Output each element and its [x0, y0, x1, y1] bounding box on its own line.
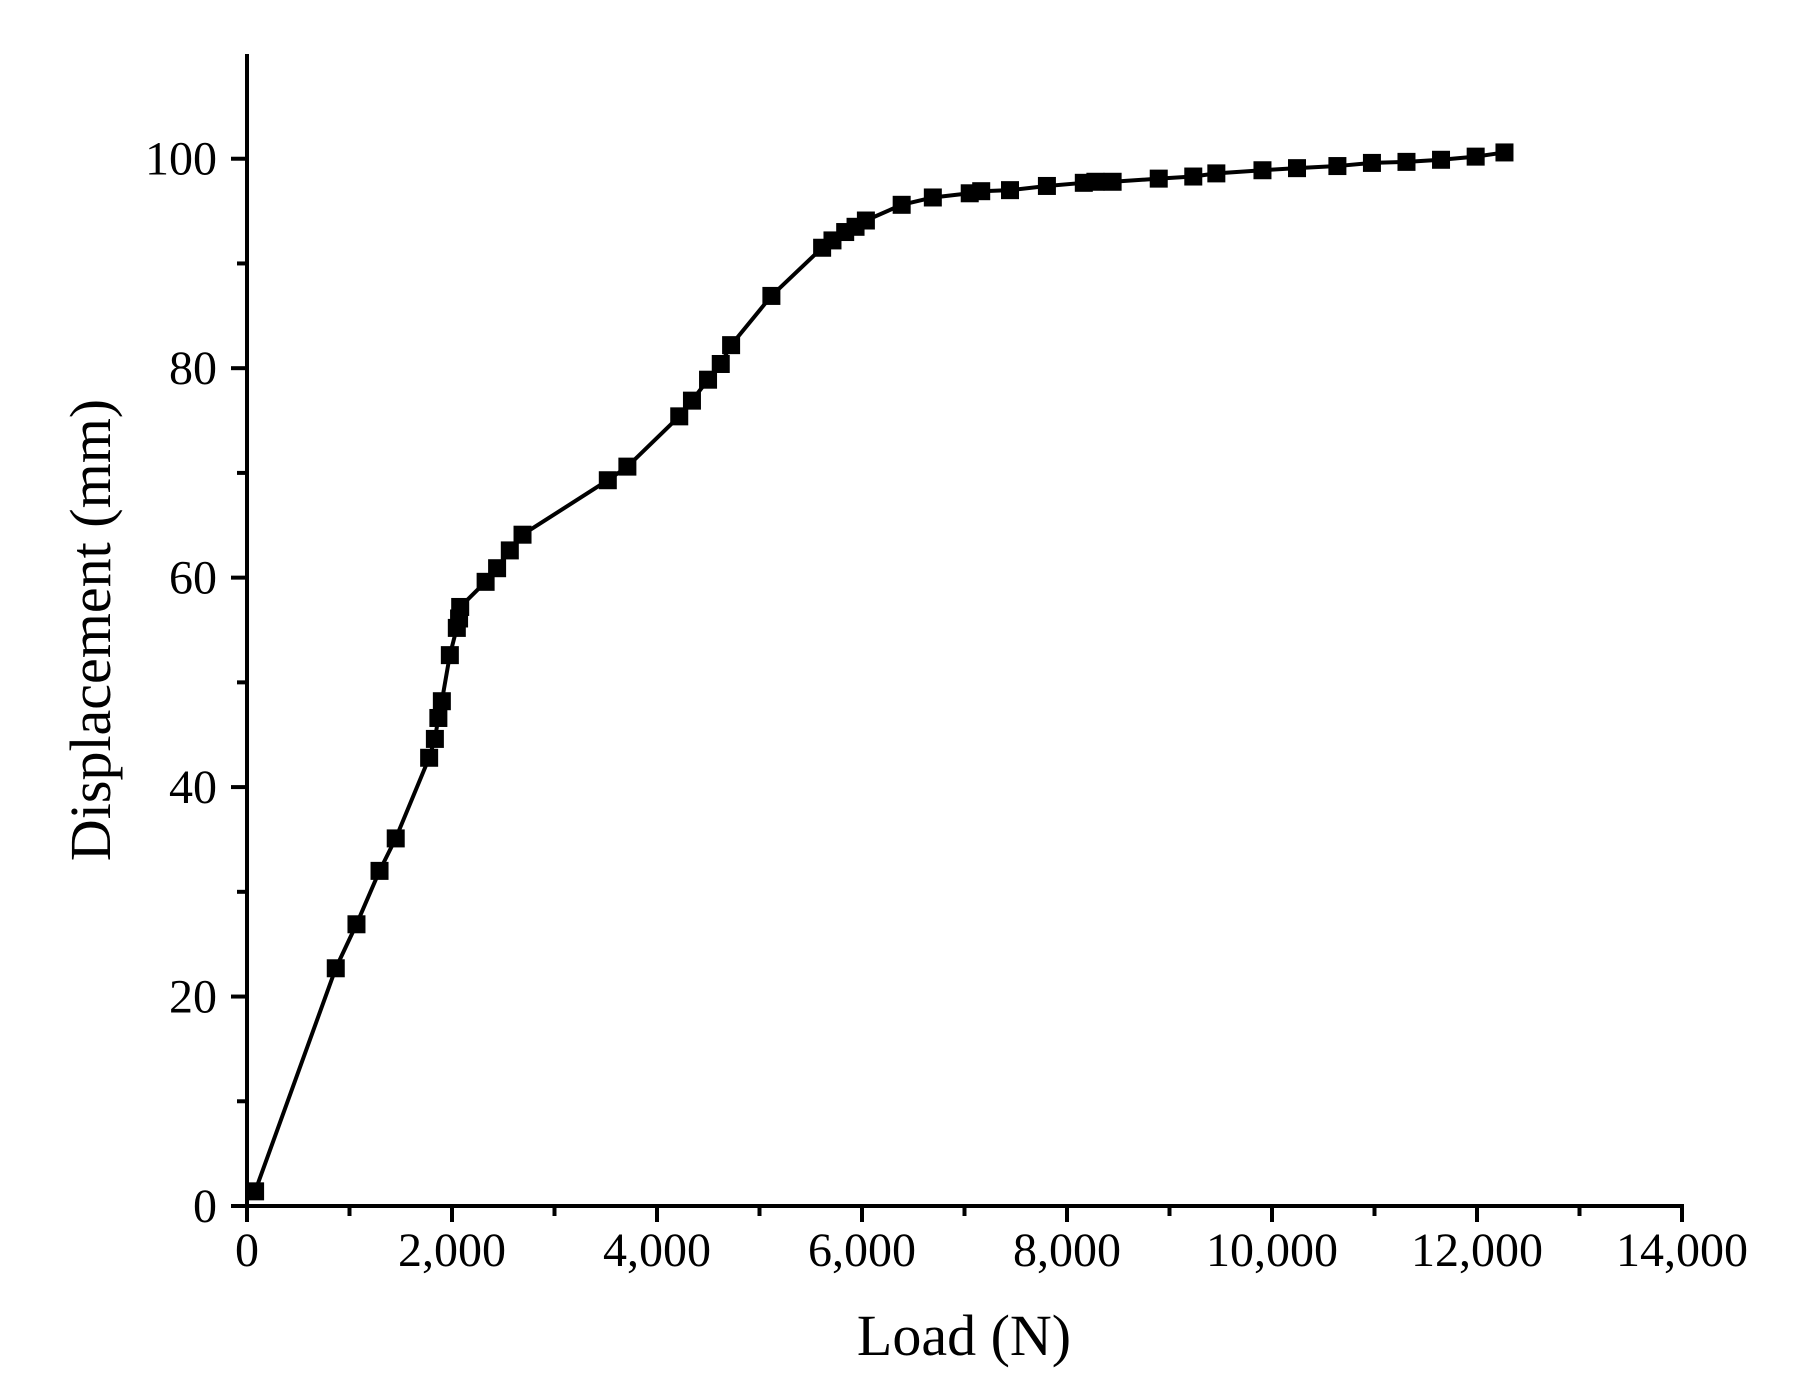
data-marker [670, 407, 689, 426]
y-axis-title: Displacement (mm) [58, 399, 123, 861]
data-marker [1328, 157, 1347, 176]
data-marker [429, 708, 448, 727]
data-marker [711, 354, 730, 373]
data-marker [476, 572, 495, 591]
x-tick-label: 4,000 [603, 1224, 711, 1277]
data-marker [451, 597, 470, 616]
data-marker [1184, 167, 1203, 186]
y-tick-label: 80 [169, 342, 217, 395]
x-tick-label: 12,000 [1411, 1224, 1543, 1277]
data-marker [1397, 152, 1416, 171]
data-marker [1086, 172, 1105, 191]
data-marker [420, 748, 439, 767]
data-marker [440, 646, 459, 665]
data-marker [762, 286, 781, 305]
x-tick-label: 14,000 [1616, 1224, 1748, 1277]
data-marker [598, 471, 617, 490]
data-marker [923, 188, 942, 207]
data-marker [386, 829, 405, 848]
y-tick-label: 20 [169, 971, 217, 1024]
data-marker [682, 391, 701, 410]
y-tick-label: 100 [145, 133, 217, 186]
data-marker [856, 211, 875, 230]
data-marker [432, 692, 451, 711]
data-marker [892, 195, 911, 214]
x-axis-title: Load (N) [857, 1303, 1071, 1368]
y-tick-label: 0 [193, 1180, 217, 1233]
data-marker [1253, 161, 1272, 180]
data-line [253, 150, 1505, 1193]
data-marker [1037, 176, 1056, 195]
data-marker [1103, 172, 1122, 191]
data-marker [1001, 181, 1020, 200]
data-marker [618, 457, 637, 476]
x-tick-label: 0 [235, 1224, 259, 1277]
data-marker [1149, 169, 1168, 188]
x-tick-label: 8,000 [1013, 1224, 1121, 1277]
data-marker [1288, 159, 1307, 178]
x-tick-label: 6,000 [808, 1224, 916, 1277]
x-tick-label: 10,000 [1206, 1224, 1338, 1277]
data-marker [347, 915, 366, 934]
data-marker [425, 729, 444, 748]
x-tick-label: 2,000 [398, 1224, 506, 1277]
data-marker [488, 559, 507, 578]
data-marker [246, 1182, 265, 1201]
data-marker [699, 370, 718, 389]
data-marker [722, 336, 741, 355]
data-marker [1495, 143, 1514, 162]
data-marker [326, 959, 345, 978]
y-tick-label: 40 [169, 761, 217, 814]
y-tick-label: 60 [169, 552, 217, 605]
data-marker [500, 541, 519, 560]
data-marker [1207, 164, 1226, 183]
data-marker [1362, 153, 1381, 172]
data-marker [972, 182, 991, 201]
data-marker [370, 861, 389, 880]
data-marker [1432, 150, 1451, 169]
data-marker [1466, 147, 1485, 166]
data-marker [513, 525, 532, 544]
